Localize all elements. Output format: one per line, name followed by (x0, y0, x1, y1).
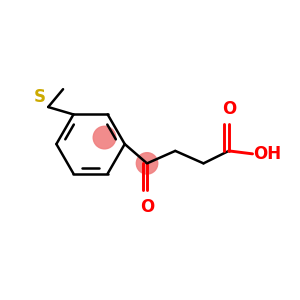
Text: S: S (34, 88, 46, 106)
Circle shape (93, 126, 116, 149)
Text: O: O (140, 198, 154, 216)
Text: O: O (222, 100, 236, 118)
Text: OH: OH (254, 145, 282, 163)
Circle shape (136, 153, 158, 174)
